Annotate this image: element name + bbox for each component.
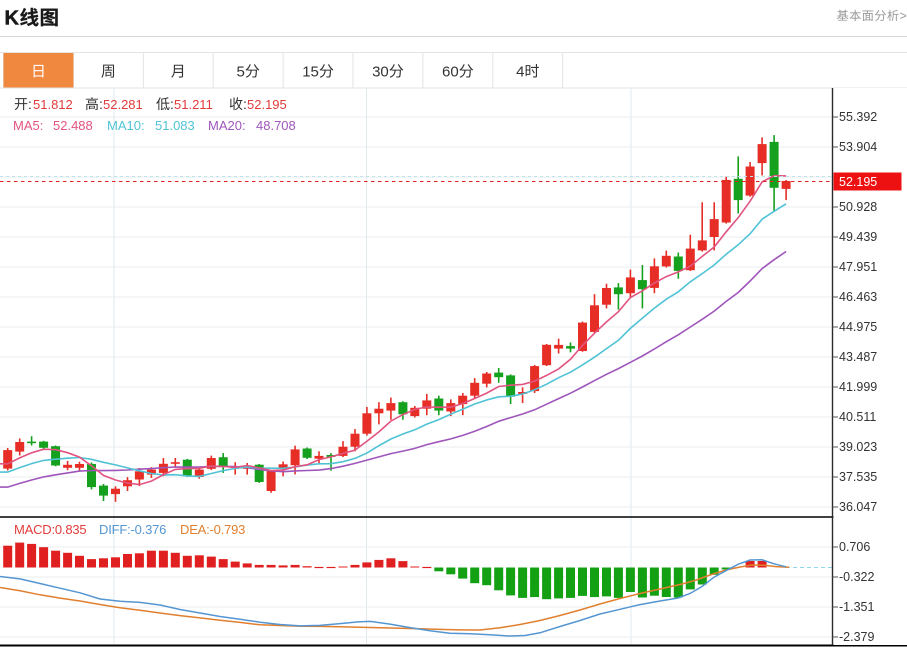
svg-text:52.195: 52.195 [839, 175, 877, 189]
svg-text:53.904: 53.904 [839, 140, 877, 154]
svg-text:>: > [900, 9, 907, 23]
svg-text:MA10:: MA10: [107, 118, 145, 133]
svg-text:55.392: 55.392 [839, 110, 877, 124]
svg-text:K: K [5, 8, 20, 30]
svg-text:30: 30 [372, 64, 389, 81]
svg-text:MACD:0.835: MACD:0.835 [14, 522, 86, 537]
svg-text:39.023: 39.023 [839, 440, 877, 454]
svg-text:51.211: 51.211 [174, 97, 213, 112]
svg-text:4: 4 [516, 64, 524, 81]
svg-text:51.812: 51.812 [33, 97, 73, 112]
svg-text:44.975: 44.975 [839, 320, 877, 334]
svg-text:DEA:-0.793: DEA:-0.793 [180, 522, 245, 537]
svg-text:15: 15 [302, 64, 319, 81]
svg-text:36.047: 36.047 [839, 500, 877, 514]
svg-text:48.708: 48.708 [256, 118, 296, 133]
svg-text:41.999: 41.999 [839, 380, 877, 394]
svg-text:51.083: 51.083 [155, 118, 195, 133]
svg-text:50.928: 50.928 [839, 200, 877, 214]
svg-text:52.195: 52.195 [247, 97, 287, 112]
svg-text:0.706: 0.706 [839, 540, 870, 554]
svg-text:-1.351: -1.351 [839, 600, 874, 614]
svg-text:52.488: 52.488 [53, 118, 93, 133]
svg-text:47.951: 47.951 [839, 260, 877, 274]
svg-text:52.281: 52.281 [103, 97, 143, 112]
svg-text:43.487: 43.487 [839, 350, 877, 364]
svg-text:37.535: 37.535 [839, 470, 877, 484]
svg-text:-0.322: -0.322 [839, 570, 874, 584]
svg-text:49.439: 49.439 [839, 230, 877, 244]
svg-text:40.511: 40.511 [839, 410, 876, 424]
svg-text:MA5:: MA5: [13, 118, 43, 133]
svg-text:5: 5 [237, 64, 245, 81]
svg-text:DIFF:-0.376: DIFF:-0.376 [99, 522, 166, 537]
svg-text::: : [28, 96, 32, 112]
svg-text:60: 60 [442, 64, 459, 81]
svg-text:MA20:: MA20: [208, 118, 246, 133]
svg-text:-2.379: -2.379 [839, 630, 874, 644]
svg-text:46.463: 46.463 [839, 290, 877, 304]
